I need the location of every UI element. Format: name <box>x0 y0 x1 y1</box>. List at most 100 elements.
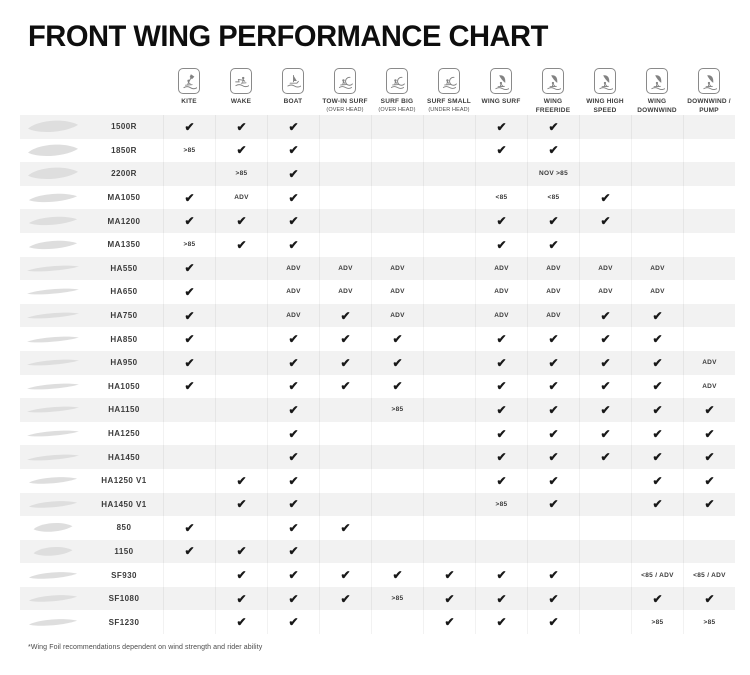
table-cell-check: ✔ <box>267 350 319 375</box>
table-cell-check: ✔ <box>527 327 579 351</box>
table-cell-check: ✔ <box>631 586 683 611</box>
check-icon: ✔ <box>496 332 507 347</box>
table-cell-empty <box>579 468 631 493</box>
check-icon: ✔ <box>340 568 351 583</box>
check-icon: ✔ <box>184 284 195 299</box>
table-cell-check: ✔ <box>163 327 215 351</box>
table-cell-check: ✔ <box>475 374 527 399</box>
table-row-ma1200: MA1200 ✔ ✔ ✔ ✔ ✔ ✔ <box>20 209 735 233</box>
check-icon: ✔ <box>496 568 507 583</box>
table-cell-check: ✔ <box>371 374 423 399</box>
check-icon: ✔ <box>548 450 559 465</box>
check-icon: ✔ <box>288 497 299 512</box>
table-cell-check: ✔ <box>163 539 215 564</box>
check-icon: ✔ <box>236 497 247 512</box>
table-cell-check: ✔ <box>475 610 527 635</box>
table-cell-empty <box>683 516 735 540</box>
table-cell-empty <box>631 539 683 564</box>
check-icon: ✔ <box>288 379 299 394</box>
table-cell-empty <box>163 398 215 422</box>
column-header-surf-big: SURF BIG (OVER HEAD) <box>371 68 423 116</box>
table-cell-empty <box>319 610 371 635</box>
table-cell-check: ✔ <box>527 586 579 611</box>
table-cell-empty <box>579 162 631 186</box>
table-cell-check: ✔ <box>371 350 423 375</box>
row-label: HA850 <box>110 334 138 344</box>
table-row-ha1450-v1: HA1450 V1 ✔ ✔ >85 ✔ ✔ ✔ <box>20 492 735 517</box>
table-cell-empty <box>215 256 267 281</box>
table-cell-check: ✔ <box>631 374 683 399</box>
cell-value: ADV <box>286 264 301 272</box>
wing-silhouette <box>20 476 85 485</box>
check-icon: ✔ <box>340 379 351 394</box>
check-icon: ✔ <box>600 214 611 229</box>
cell-value: ADV <box>546 288 561 296</box>
column-sublabel: (OVER HEAD) <box>326 106 364 113</box>
table-cell-empty <box>579 138 631 163</box>
cell-value: >85 <box>651 618 664 626</box>
table-cell-empty <box>475 516 527 540</box>
table-cell-empty <box>319 138 371 163</box>
column-label: SURF SMALL (UNDER HEAD) <box>427 98 471 113</box>
table-cell-value: >85 <box>163 232 215 257</box>
cell-value: >85 <box>183 146 196 154</box>
check-icon: ✔ <box>600 308 611 323</box>
column-label: KITE <box>181 98 197 105</box>
cell-value: ADV <box>546 312 561 320</box>
table-header: KITE WAKE BOAT TOW-IN SURF (OVER HEAD) SURF B… <box>20 68 735 116</box>
table-cell-empty <box>631 232 683 257</box>
table-cell-check: ✔ <box>319 516 371 540</box>
table-cell-value: ADV <box>267 256 319 281</box>
table-cell-check: ✔ <box>371 327 423 351</box>
check-icon: ✔ <box>704 402 715 417</box>
check-icon: ✔ <box>652 379 663 394</box>
table-cell-check: ✔ <box>267 115 319 139</box>
table-cell-empty <box>319 115 371 139</box>
column-header-wake: WAKE <box>215 68 267 116</box>
table-row-1500r: 1500R ✔ ✔ ✔ ✔ ✔ <box>20 115 735 139</box>
surf-big-icon <box>386 68 408 94</box>
check-icon: ✔ <box>236 237 247 252</box>
table-cell-empty <box>631 115 683 139</box>
check-icon: ✔ <box>548 119 559 134</box>
table-cell-empty <box>319 232 371 257</box>
row-label: 1150 <box>114 546 134 556</box>
check-icon: ✔ <box>444 568 455 583</box>
check-icon: ✔ <box>496 237 507 252</box>
check-icon: ✔ <box>184 308 195 323</box>
check-icon: ✔ <box>496 450 507 465</box>
table-cell-empty <box>423 256 475 281</box>
column-header-wing-surf: WING SURF <box>475 68 527 116</box>
cell-value: ADV <box>598 264 613 272</box>
table-cell-empty <box>319 209 371 233</box>
row-label: MA1050 <box>107 193 141 203</box>
table-cell-empty <box>631 185 683 210</box>
row-label: SF930 <box>111 570 137 580</box>
check-icon: ✔ <box>184 261 195 276</box>
wing-silhouette <box>20 545 85 558</box>
table-cell-check: ✔ <box>371 563 423 587</box>
table-cell-check: ✔ <box>267 138 319 163</box>
table-cell-check: ✔ <box>267 516 319 540</box>
check-icon: ✔ <box>548 355 559 370</box>
table-cell-value: ADV <box>267 303 319 328</box>
column-header-downwind-pump: DOWNWIND / PUMP <box>683 68 735 116</box>
table-cell-value: ADV <box>319 256 371 281</box>
check-icon: ✔ <box>288 520 299 535</box>
table-cell-check: ✔ <box>267 563 319 587</box>
row-label: 2200R <box>111 169 137 179</box>
check-icon: ✔ <box>548 402 559 417</box>
table-cell-value: >85 <box>163 138 215 163</box>
table-cell-empty <box>423 398 475 422</box>
table-cell-empty <box>423 162 475 186</box>
table-cell-empty <box>579 539 631 564</box>
column-header-wing-high-speed: WING HIGH SPEED <box>579 68 631 116</box>
table-cell-check: ✔ <box>683 398 735 422</box>
table-cell-check: ✔ <box>579 374 631 399</box>
check-icon: ✔ <box>652 308 663 323</box>
table-cell-value: ADV <box>319 280 371 304</box>
cell-value: ADV <box>702 382 717 390</box>
cell-value: ADV <box>286 312 301 320</box>
table-cell-empty <box>163 610 215 635</box>
table-row-ha1450: HA1450 ✔ ✔ ✔ ✔ ✔ ✔ <box>20 445 735 469</box>
